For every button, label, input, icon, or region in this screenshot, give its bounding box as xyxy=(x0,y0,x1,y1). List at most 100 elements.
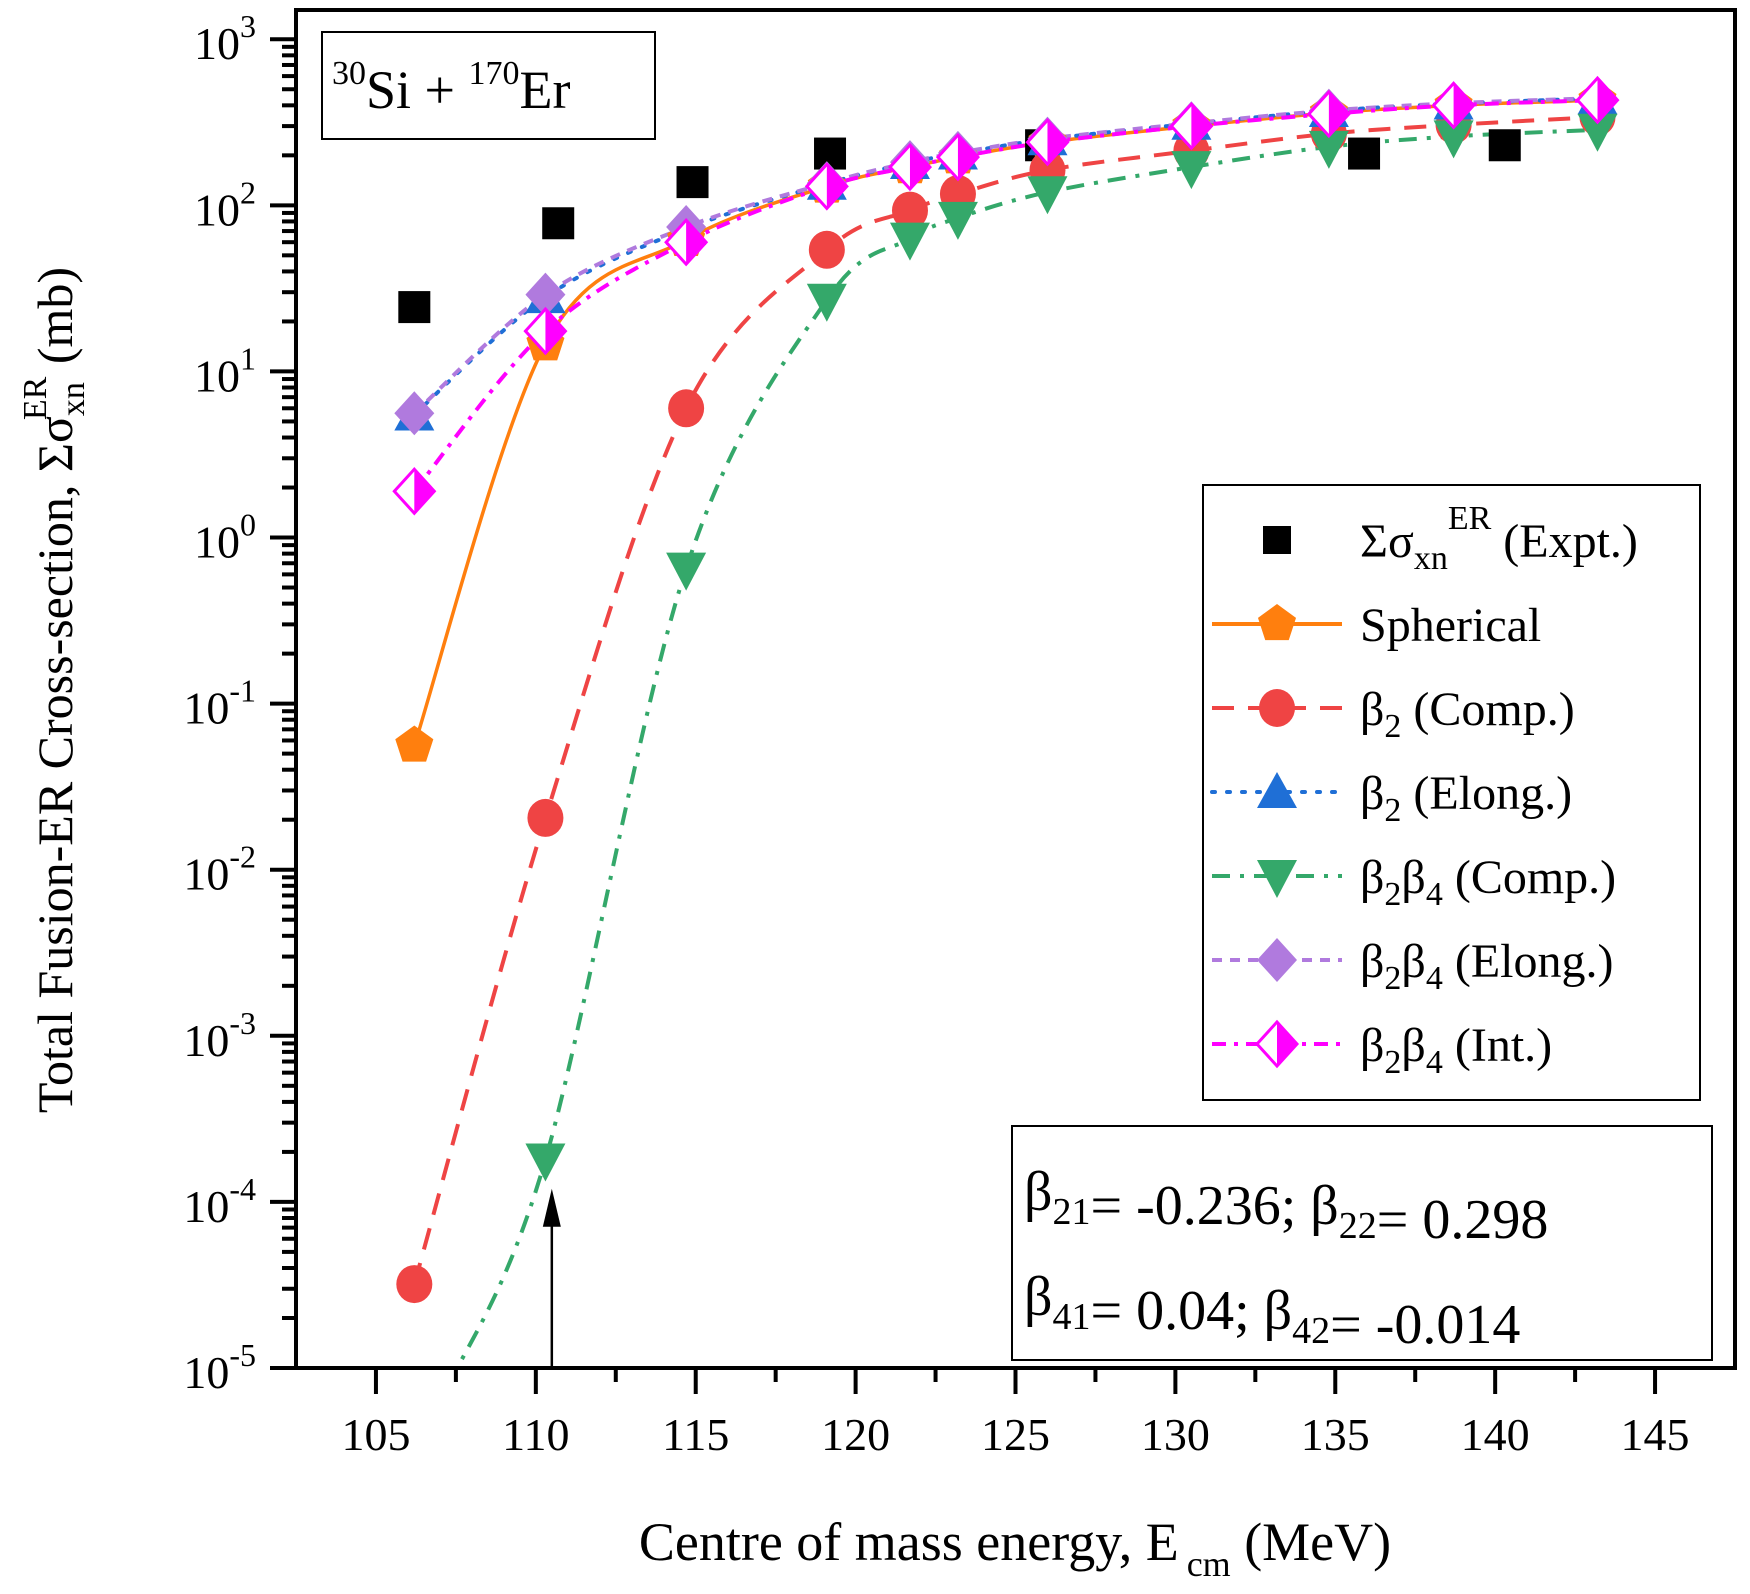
data-point-xn-er-expt xyxy=(1348,137,1381,170)
y-axis-label: Total Fusion-ER Cross-section, ΣσxnER (m… xyxy=(17,267,92,1113)
data-point-2-4-int-fill xyxy=(414,469,435,514)
y-tick-label: 102 xyxy=(194,174,256,235)
legend-label: β2β4 (Int.) xyxy=(1360,1019,1552,1081)
plus-sign: + xyxy=(411,60,468,120)
data-point-2-comp xyxy=(891,191,928,230)
params-line-1: β21= -0.236; β22= 0.298 xyxy=(1024,1161,1548,1251)
y-tick-label: 10-1 xyxy=(183,673,256,734)
data-point-2-4-int-fill xyxy=(1597,78,1618,123)
legend-label: β2 (Comp.) xyxy=(1360,683,1575,745)
data-point-2-4-int xyxy=(523,306,568,356)
mass1: 30 xyxy=(332,55,366,92)
plot-marks xyxy=(392,75,1620,1368)
x-tick-label: 130 xyxy=(1141,1409,1210,1460)
data-point-2-4-comp xyxy=(806,283,847,322)
data-point-xn-er-expt xyxy=(398,291,431,324)
y-tick-label: 10-4 xyxy=(183,1171,256,1232)
data-point-2-4-int xyxy=(1306,89,1351,139)
legend-marker-2-4-int-fill xyxy=(1277,1022,1297,1066)
mass2: 170 xyxy=(469,55,520,92)
data-point-2-4-int-fill xyxy=(686,220,707,265)
data-point-xn-er-expt xyxy=(676,166,709,199)
data-point-2-4-comp xyxy=(889,222,930,261)
data-point-2-4-comp xyxy=(1027,176,1068,215)
series-line-2-elong xyxy=(412,96,1600,417)
data-point-2-4-comp xyxy=(1577,113,1618,152)
data-point-2-comp xyxy=(527,798,564,837)
deformation-parameters: β21= -0.236; β22= 0.298 β41= 0.04; β42= … xyxy=(1011,1125,1713,1361)
data-point-2-4-comp xyxy=(937,201,978,240)
data-point-2-4-int xyxy=(1169,101,1214,151)
data-point-2-4-elong xyxy=(525,272,566,317)
element1: Si xyxy=(366,60,411,120)
legend-marker-spherical xyxy=(1257,604,1297,641)
y-tick-label: 103 xyxy=(194,8,256,69)
data-point-2-4-int-fill xyxy=(545,309,566,354)
data-point-2-4-int-fill xyxy=(826,164,847,209)
data-point-xn-er-expt xyxy=(814,137,847,170)
params-line-2: β41= 0.04; β42= -0.014 xyxy=(1024,1266,1520,1356)
data-point-2-4-int xyxy=(1025,117,1070,167)
legend: ΣσxnER (Expt.) Spherical β2 (Comp.) β2 (Elo… xyxy=(1202,484,1701,1101)
data-point-2-4-int xyxy=(804,162,849,211)
legend-label: Spherical xyxy=(1360,599,1541,652)
x-tick-label: 105 xyxy=(341,1409,410,1460)
data-point-2-4-elong xyxy=(394,391,435,436)
legend-marker-2-elong xyxy=(1257,772,1297,808)
x-tick-label: 110 xyxy=(502,1409,569,1460)
data-point-2-4-int-fill xyxy=(957,135,978,180)
legend-label: β2β4 (Elong.) xyxy=(1360,935,1613,997)
data-point-2-4-comp xyxy=(525,1143,566,1182)
data-point-2-4-int xyxy=(887,142,933,192)
data-point-2-4-comp xyxy=(1308,130,1349,169)
legend-label: ΣσxnER (Expt.) xyxy=(1360,500,1638,577)
x-tick-label: 140 xyxy=(1461,1409,1530,1460)
legend-item-2-4-comp: β2β4 (Comp.) xyxy=(1212,851,1616,913)
legend-marker-xn-er-expt xyxy=(1263,526,1291,554)
barrier-arrow-head xyxy=(542,1188,561,1227)
data-point-2-4-int xyxy=(664,217,709,267)
series-line-2-4-int xyxy=(412,98,1598,493)
y-tick-label: 10-2 xyxy=(183,839,256,900)
data-point-2-4-comp xyxy=(1433,120,1474,159)
data-point-2-4-int xyxy=(392,467,437,516)
data-point-2-4-int-fill xyxy=(1453,83,1474,128)
data-point-2-4-comp xyxy=(1171,151,1212,190)
data-point-spherical xyxy=(395,725,434,762)
legend-label: β2 (Elong.) xyxy=(1360,767,1572,829)
y-tick-label: 10-5 xyxy=(183,1337,256,1398)
legend-marker-2-comp xyxy=(1259,689,1295,727)
svg-text:30Si + 170Er: 30Si + 170Er xyxy=(332,55,571,120)
data-point-2-4-comp xyxy=(666,552,707,591)
x-tick-label: 120 xyxy=(821,1409,890,1460)
y-tick-label: 100 xyxy=(194,507,256,568)
legend-item-2-4-elong: β2β4 (Elong.) xyxy=(1212,935,1613,997)
y-tick-label: 101 xyxy=(194,340,256,401)
data-point-xn-er-expt xyxy=(542,207,575,240)
element2: Er xyxy=(520,60,571,120)
legend-item-2-comp: β2 (Comp.) xyxy=(1212,683,1575,745)
legend-marker-2-4-elong xyxy=(1257,938,1297,982)
data-point-2-4-int xyxy=(935,132,980,182)
x-tick-label: 115 xyxy=(662,1409,729,1460)
y-tick-label: 10-3 xyxy=(183,1005,256,1066)
axis-ticks: 105 110 115 120 125 130 135 140 145 10-5 10-4 10-3 1… xyxy=(183,8,1689,1460)
legend-item-2-4-int: β2β4 (Int.) xyxy=(1212,1019,1552,1081)
legend-item-2-elong: β2 (Elong.) xyxy=(1210,767,1572,829)
system-label: 30Si + 170Er xyxy=(321,31,656,140)
legend-item-xn-er-expt: ΣσxnER (Expt.) xyxy=(1263,500,1638,577)
legend-marker-2-4-int xyxy=(1254,1019,1300,1069)
legend-item-spherical: Spherical xyxy=(1212,599,1541,652)
data-point-2-4-int xyxy=(1431,81,1476,130)
data-point-2-4-int xyxy=(1575,75,1620,125)
data-point-2-4-int-fill xyxy=(1191,104,1212,149)
data-point-2-4-int-fill xyxy=(909,145,930,190)
x-tick-label: 135 xyxy=(1301,1409,1370,1460)
legend-marker-2-4-comp xyxy=(1257,860,1297,898)
data-point-2-comp xyxy=(808,230,845,269)
x-tick-label: 125 xyxy=(981,1409,1050,1460)
data-point-2-4-int-fill xyxy=(1328,91,1349,136)
x-tick-label: 145 xyxy=(1621,1409,1690,1460)
